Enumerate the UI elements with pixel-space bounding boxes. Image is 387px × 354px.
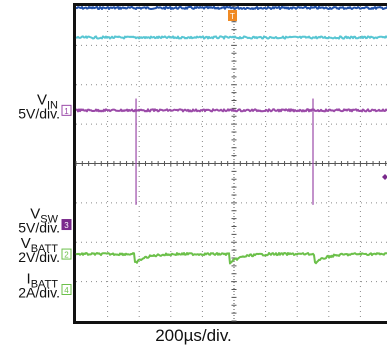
ch-ibatt-label-scale: 2A/div. xyxy=(18,285,60,301)
waveform-traces xyxy=(75,5,387,265)
ch-vbatt-marker: 2 xyxy=(61,248,72,260)
ch-vsw-marker: 3 xyxy=(61,219,72,231)
ch-vsw-label-name: VSW xyxy=(30,206,58,226)
ch-ibatt-marker: 4 xyxy=(61,284,72,295)
ch-vin-label-name: VIN xyxy=(37,91,58,111)
ch-vbatt-label-scale: 2V/div. xyxy=(18,249,60,265)
ch-vbatt-marker-number: 2 xyxy=(64,251,69,260)
timebase-caption: 200µs/div. xyxy=(155,326,232,345)
ch-vsw-marker-box xyxy=(61,219,72,231)
ch-ibatt-marker-number: 4 xyxy=(64,286,69,295)
ch-vbatt-trace xyxy=(75,252,387,265)
ch-blue-trace xyxy=(75,5,387,10)
ch-vsw-label-scale: 5V/div. xyxy=(18,220,60,236)
ch-cyan-trace xyxy=(75,35,387,40)
channel-markers: 1 3 2 4 xyxy=(61,104,72,295)
right-edge-pointer xyxy=(382,174,387,180)
ch-ibatt-label-name: IBATT xyxy=(27,271,59,291)
ch-vin-label-scale: 5V/div. xyxy=(18,105,60,121)
ch-ibatt-marker-box xyxy=(61,284,72,295)
trigger-marker-label: T xyxy=(230,12,235,21)
ch-vsw-marker-number: 3 xyxy=(64,221,69,230)
channel-labels: VIN5V/div.VSW5V/div.VBATT2V/div.IBATT2A/… xyxy=(18,91,60,300)
graticule xyxy=(75,5,387,322)
ch-vbatt-label-name: VBATT xyxy=(21,235,59,255)
ch-vin-marker-number: 1 xyxy=(64,107,69,116)
trigger-marker: T xyxy=(228,10,237,21)
ch-vbatt-marker-box xyxy=(61,248,72,260)
ch-vin-marker-box xyxy=(61,104,72,116)
ch-vin-marker: 1 xyxy=(61,104,72,116)
ch-vin-trace xyxy=(75,108,387,113)
